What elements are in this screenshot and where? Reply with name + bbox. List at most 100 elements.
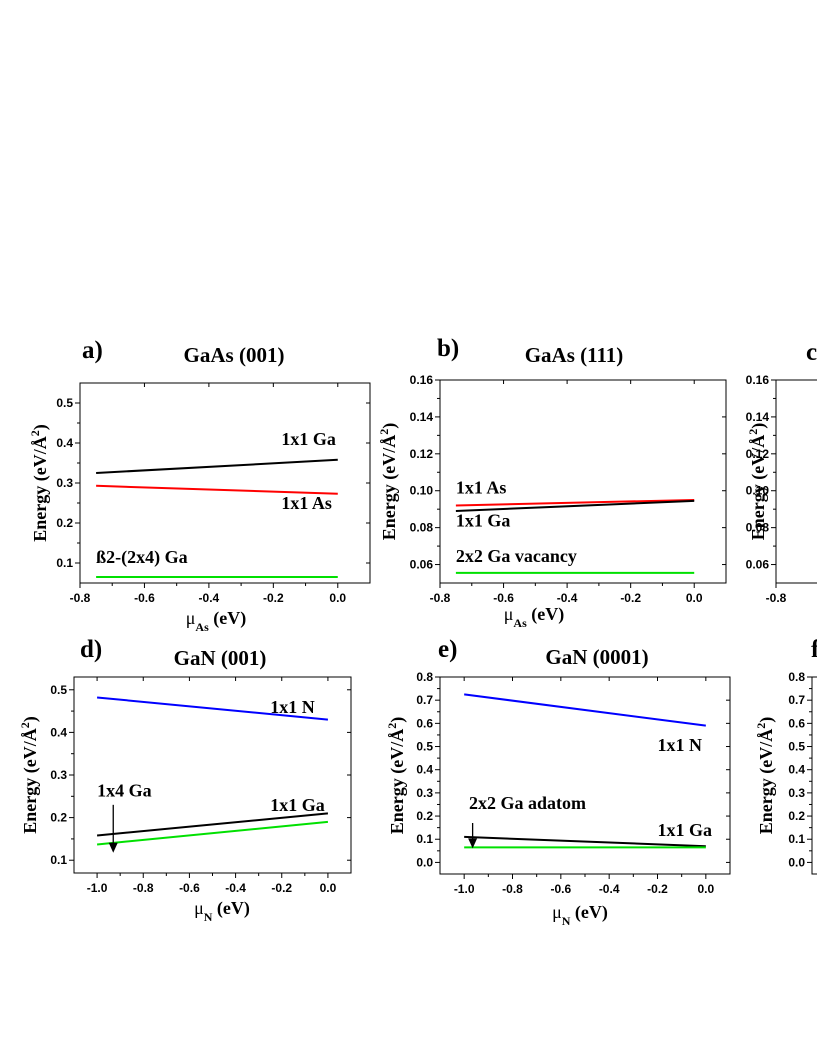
x-axis-label: μN (eV) bbox=[552, 902, 608, 928]
y-axis-label: Energy (eV/Å2) bbox=[385, 717, 408, 834]
y-tick-label: 0.10 bbox=[746, 484, 770, 498]
annotation-label: 1x1 N bbox=[658, 735, 703, 755]
panel-letter: c bbox=[806, 339, 817, 366]
x-tick-label: -1.0 bbox=[454, 882, 475, 896]
x-tick-label: -0.4 bbox=[599, 882, 620, 896]
x-tick-label: -0.6 bbox=[493, 591, 514, 605]
y-tick-label: 0.7 bbox=[416, 693, 433, 707]
x-tick-label: -0.8 bbox=[430, 591, 451, 605]
x-axis-label: μAs (eV) bbox=[504, 604, 564, 630]
x-tick-label: -0.4 bbox=[557, 591, 578, 605]
plot-frame bbox=[439, 379, 727, 584]
x-tick-label: 0.0 bbox=[329, 591, 346, 605]
x-tick-label: -0.2 bbox=[620, 591, 641, 605]
y-tick-label: 0.0 bbox=[416, 855, 433, 869]
panel-letter: a) bbox=[82, 337, 103, 364]
y-tick-label: 0.06 bbox=[746, 558, 770, 572]
panel-title: GaAs (001) bbox=[184, 343, 285, 367]
y-tick-label: 0.1 bbox=[56, 556, 73, 570]
y-tick-label: 0.06 bbox=[410, 558, 434, 572]
y-tick-label: 0.8 bbox=[416, 670, 433, 684]
y-tick-label: 0.08 bbox=[410, 521, 434, 535]
x-axis-label: μAs (eV) bbox=[186, 608, 246, 634]
series-line-red bbox=[455, 498, 695, 507]
x-tick-label: -0.6 bbox=[179, 881, 200, 895]
x-tick-label: -0.2 bbox=[271, 881, 292, 895]
y-tick-label: 0.16 bbox=[746, 373, 770, 387]
y-tick-label: 0.12 bbox=[410, 447, 434, 461]
chart-panel-2: c 0.06 0.08 0.10 0.12 0.14 0.16 -0.8 Energy (eV/… bbox=[746, 339, 817, 605]
annotation-label: 2x2 Ga vacancy bbox=[456, 546, 577, 566]
x-tick-label: -0.8 bbox=[133, 881, 154, 895]
panel-title: GaAs (111) bbox=[525, 343, 624, 367]
x-tick-label: 0.0 bbox=[686, 591, 703, 605]
y-tick-label: 0.2 bbox=[788, 809, 805, 823]
series-line-red bbox=[96, 484, 338, 495]
annotation-label: ß2-(2x4) Ga bbox=[96, 547, 188, 568]
series-line-blue bbox=[96, 696, 329, 721]
y-tick-label: 0.16 bbox=[410, 373, 434, 387]
annotation-label: 1x4 Ga bbox=[97, 780, 152, 800]
panel-letter: f bbox=[811, 636, 817, 663]
y-tick-label: 0.1 bbox=[788, 832, 805, 846]
y-axis-label: Energy (eV/Å2) bbox=[18, 716, 41, 833]
y-tick-label: 0.6 bbox=[416, 716, 433, 730]
x-tick-label: -0.8 bbox=[766, 591, 787, 605]
y-tick-label: 0.0 bbox=[788, 855, 805, 869]
y-tick-label: 0.6 bbox=[788, 716, 805, 730]
y-tick-label: 0.7 bbox=[788, 693, 805, 707]
y-tick-label: 0.1 bbox=[416, 832, 433, 846]
chart-panel-1: b) GaAs (111) 0.06 0.08 0.10 0.12 0.14 0.16 -0.8… bbox=[377, 335, 727, 630]
annotation-label: 1x1 Ga bbox=[270, 795, 325, 815]
y-axis-label: Energy (eV/Å2) bbox=[746, 423, 769, 540]
arrow-head bbox=[108, 842, 118, 853]
x-tick-label: -0.4 bbox=[199, 591, 220, 605]
panel-title: GaN (0001) bbox=[545, 645, 648, 669]
panel-title: GaN (001) bbox=[174, 646, 267, 670]
x-tick-label: -0.6 bbox=[134, 591, 155, 605]
chart-panel-0: a) GaAs (001) 0.1 0.2 0.3 0.4 0.5 -0.8 -0.6 -0.4 -… bbox=[28, 337, 371, 634]
y-tick-label: 0.5 bbox=[56, 396, 73, 410]
series-line-blue bbox=[464, 693, 706, 727]
y-tick-label: 0.3 bbox=[56, 476, 73, 490]
y-tick-label: 0.5 bbox=[416, 740, 433, 754]
panel-letter: d) bbox=[80, 636, 102, 663]
annotation-label: 1x1 Ga bbox=[281, 429, 336, 449]
y-axis-label: Energy (eV/Å2) bbox=[754, 717, 777, 834]
y-tick-label: 0.4 bbox=[788, 763, 805, 777]
x-tick-label: 0.0 bbox=[320, 881, 337, 895]
y-tick-label: 0.5 bbox=[788, 740, 805, 754]
chart-panel-3: d) GaN (001) 0.1 0.2 0.3 0.4 0.5 -1.0 -0.8 -0.6 -0… bbox=[18, 636, 352, 924]
y-tick-label: 0.4 bbox=[50, 725, 67, 739]
x-tick-label: -0.4 bbox=[225, 881, 246, 895]
y-tick-label: 0.10 bbox=[410, 484, 434, 498]
arrow-head bbox=[468, 838, 478, 849]
x-tick-label: 0.0 bbox=[697, 882, 714, 896]
y-tick-label: 0.2 bbox=[416, 809, 433, 823]
y-tick-label: 0.4 bbox=[416, 763, 433, 777]
series-line-black bbox=[96, 812, 329, 837]
y-tick-label: 0.2 bbox=[56, 516, 73, 530]
y-axis-label: Energy (eV/Å2) bbox=[377, 423, 400, 540]
series-line-black bbox=[96, 458, 338, 474]
series-line-green bbox=[96, 820, 329, 846]
y-tick-label: 0.3 bbox=[788, 786, 805, 800]
y-tick-label: 0.14 bbox=[410, 410, 434, 424]
x-tick-label: -1.0 bbox=[87, 881, 108, 895]
y-tick-label: 0.3 bbox=[50, 768, 67, 782]
annotation-label: 1x1 As bbox=[281, 493, 332, 513]
y-tick-label: 0.2 bbox=[50, 811, 67, 825]
y-tick-label: 0.4 bbox=[56, 436, 73, 450]
plot-frame bbox=[775, 379, 817, 584]
series-line-black bbox=[464, 835, 706, 848]
y-tick-label: 0.8 bbox=[788, 670, 805, 684]
annotation-label: 1x1 As bbox=[456, 477, 507, 497]
y-tick-label: 0.3 bbox=[416, 786, 433, 800]
series-line-black bbox=[455, 499, 695, 513]
y-axis-label: Energy (eV/Å2) bbox=[28, 424, 51, 541]
annotation-label: 1x1 Ga bbox=[658, 820, 713, 840]
annotation-label: 2x2 Ga adatom bbox=[469, 793, 586, 813]
x-tick-label: -0.2 bbox=[647, 882, 668, 896]
x-tick-label: -0.2 bbox=[263, 591, 284, 605]
